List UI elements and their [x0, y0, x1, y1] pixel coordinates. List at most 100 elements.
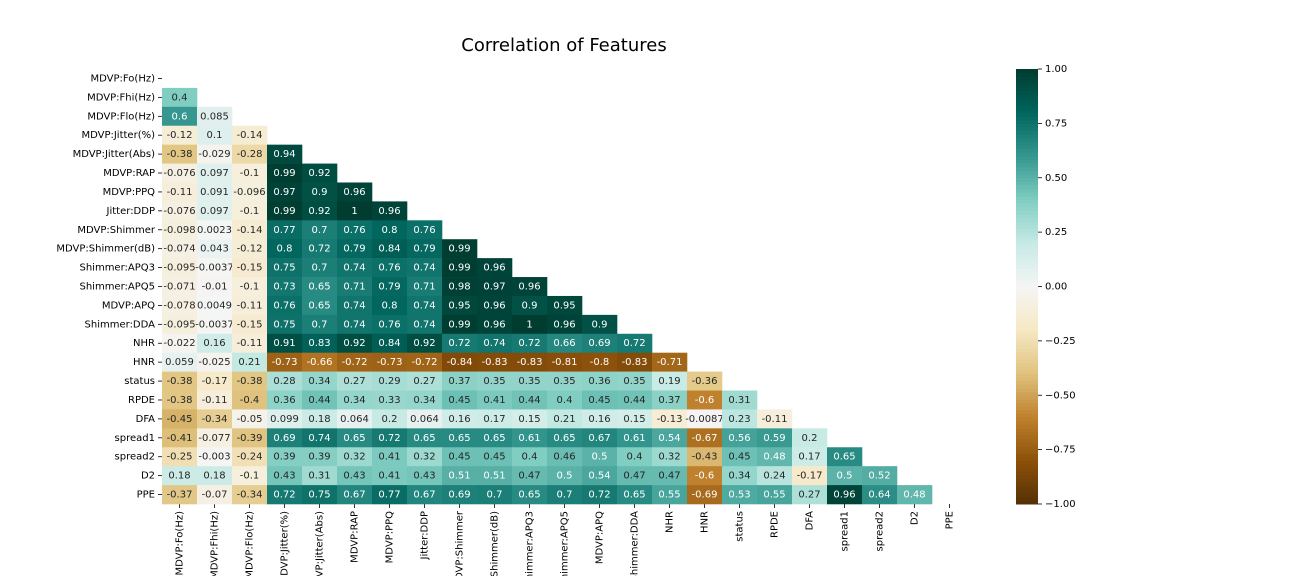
cell-label: 0.48 — [763, 452, 785, 463]
heatmap-cell — [302, 163, 338, 183]
heatmap-cell — [862, 485, 898, 505]
x-tick-label: PPE — [945, 511, 956, 529]
cell-label: 0.72 — [273, 490, 295, 501]
heatmap-cell — [302, 295, 338, 316]
colorbar-segment — [1016, 413, 1038, 418]
cell-label: -0.37 — [167, 490, 193, 501]
cell-label: -0.095 — [163, 319, 195, 330]
heatmap-cell — [197, 258, 233, 278]
cell-label: -0.13 — [657, 414, 683, 425]
y-tick-label: MDVP:APQ — [102, 300, 155, 311]
cell-label: 0.41 — [483, 395, 505, 406]
cell-label: 0.51 — [483, 471, 505, 482]
cell-label: -0.025 — [198, 357, 230, 368]
cell-label: 0.75 — [273, 263, 295, 274]
y-tick-label: MDVP:Shimmer — [77, 225, 155, 236]
cell-label: -0.45 — [167, 414, 193, 425]
y-tick-label: MDVP:Fo(Hz) — [91, 73, 156, 84]
heatmap-cell — [477, 352, 513, 372]
cell-label: 0.8 — [382, 300, 398, 311]
heatmap-cell — [197, 409, 233, 429]
colorbar-segment — [1016, 475, 1038, 480]
heatmap-cell — [442, 333, 478, 353]
cell-label: 0.097 — [200, 168, 229, 179]
heatmap-cell — [897, 485, 933, 505]
heatmap-cell — [197, 182, 233, 202]
y-tick-label: DFA — [136, 414, 156, 425]
heatmap-cell — [232, 144, 268, 164]
heatmap-cell — [162, 144, 198, 164]
colorbar-segment — [1016, 148, 1038, 153]
colorbar-segment — [1016, 214, 1038, 219]
heatmap-cell — [232, 333, 268, 353]
heatmap-cell — [337, 409, 373, 429]
heatmap-cell — [407, 333, 443, 353]
cell-label: 0.7 — [487, 490, 503, 501]
heatmap-cell — [232, 485, 268, 505]
cell-label: -0.0037 — [195, 263, 234, 274]
heatmap-cell — [162, 182, 198, 202]
heatmap-cell — [687, 466, 723, 486]
heatmap-cell — [267, 201, 303, 221]
cell-label: -0.17 — [202, 376, 228, 387]
heatmap-cell — [547, 314, 583, 335]
cell-label: 0.73 — [273, 282, 295, 293]
cell-label: 0.54 — [588, 471, 610, 482]
heatmap-cell — [442, 409, 478, 429]
heatmap-cell — [232, 220, 268, 240]
y-tick-label: spread1 — [115, 433, 155, 444]
heatmap-cell — [372, 220, 408, 240]
cell-label: 0.55 — [763, 490, 785, 501]
heatmap-cell — [232, 371, 268, 391]
cell-label: 0.51 — [448, 471, 470, 482]
colorbar-segment — [1016, 232, 1038, 237]
cell-label: 1 — [351, 206, 357, 217]
x-tick-label: MDVP:Fhi(Hz) — [210, 511, 221, 576]
heatmap-cell — [512, 485, 548, 505]
cell-label: 0.95 — [448, 300, 470, 311]
cell-label: 0.96 — [483, 319, 505, 330]
cell-label: -0.098 — [163, 225, 195, 236]
cell-label: 0.59 — [763, 433, 785, 444]
y-tick-label: HNR — [133, 357, 155, 368]
heatmap-cell — [407, 390, 443, 410]
heatmap-cell — [582, 314, 618, 335]
cell-label: 0.8 — [277, 244, 293, 255]
cell-label: 0.21 — [238, 357, 260, 368]
colorbar-segment — [1016, 286, 1038, 291]
cell-label: -0.078 — [163, 300, 195, 311]
colorbar-segment — [1016, 417, 1038, 422]
cell-label: -0.076 — [163, 206, 195, 217]
heatmap-cell — [477, 447, 513, 467]
heatmap-cell — [267, 485, 303, 505]
cell-label: 0.79 — [343, 244, 365, 255]
colorbar-segment — [1016, 409, 1038, 414]
cell-label: -0.12 — [237, 244, 263, 255]
colorbar-segment — [1016, 308, 1038, 313]
cell-label: 0.77 — [273, 225, 295, 236]
cell-label: 0.44 — [518, 395, 540, 406]
heatmap-cell — [477, 314, 513, 335]
cell-label: 1 — [526, 319, 532, 330]
heatmap-cell — [162, 352, 198, 372]
cell-label: 0.91 — [273, 338, 295, 349]
heatmap-cell — [652, 352, 688, 372]
heatmap-cell — [442, 352, 478, 372]
colorbar-segment — [1016, 435, 1038, 440]
heatmap-cell — [582, 485, 618, 505]
cell-label: 0.33 — [378, 395, 400, 406]
colorbar-segment — [1016, 127, 1038, 132]
heatmap-cell — [617, 428, 653, 448]
cell-label: 0.95 — [553, 300, 575, 311]
heatmap-cell — [512, 352, 548, 372]
heatmap-cell — [652, 447, 688, 467]
heatmap-cell — [547, 295, 583, 316]
cell-label: 0.47 — [623, 471, 645, 482]
cell-label: 0.35 — [553, 376, 575, 387]
cell-label: 0.043 — [200, 244, 229, 255]
cell-label: 0.64 — [868, 490, 890, 501]
heatmap-cell — [162, 201, 198, 221]
cell-label: -0.1 — [240, 168, 260, 179]
heatmap-cell — [302, 182, 338, 202]
cell-label: -0.0087 — [685, 414, 724, 425]
